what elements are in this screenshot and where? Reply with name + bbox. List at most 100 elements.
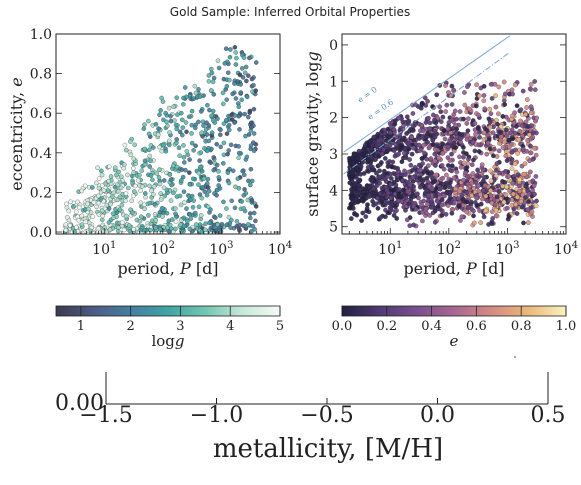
- left-data-point: [189, 140, 195, 146]
- left-data-point: [106, 206, 112, 211]
- left-data-point: [128, 139, 133, 144]
- right-data-point: [451, 88, 457, 94]
- right-data-point: [516, 183, 522, 189]
- right-data-point: [506, 137, 512, 143]
- right-data-point: [418, 167, 424, 173]
- right-data-point: [498, 129, 504, 135]
- right-data-point: [506, 214, 512, 219]
- left-data-point: [63, 227, 69, 233]
- right-data-point: [533, 203, 539, 209]
- right-data-point: [465, 84, 470, 90]
- left-data-point: [108, 174, 114, 179]
- right-data-point: [517, 128, 523, 134]
- metallicity-tick-label: 0.0: [420, 403, 455, 428]
- right-data-point: [462, 102, 468, 108]
- right-data-point: [509, 149, 514, 155]
- right-data-point: [430, 180, 436, 185]
- annotation-e0: e = 0: [356, 85, 379, 105]
- right-data-point: [498, 137, 504, 143]
- right-data-point: [429, 199, 435, 204]
- right-data-point: [528, 143, 533, 149]
- right-data-point: [518, 118, 523, 124]
- right-data-point: [354, 193, 360, 199]
- right-data-point: [388, 124, 394, 130]
- right-data-point: [440, 141, 446, 147]
- left-data-point: [77, 205, 82, 210]
- right-data-point: [493, 104, 499, 110]
- left-data-point: [116, 189, 121, 194]
- right-data-point: [523, 112, 529, 117]
- right-data-point: [471, 157, 476, 163]
- right-data-point: [467, 135, 473, 141]
- left-data-point: [95, 165, 100, 170]
- left-data-point: [244, 78, 249, 84]
- right-data-point: [365, 202, 370, 208]
- left-data-point: [138, 200, 144, 206]
- metallicity-tick-label: −1.0: [190, 403, 243, 428]
- right-data-point: [449, 151, 454, 157]
- left-data-point: [147, 200, 153, 206]
- left-data-point: [115, 197, 120, 203]
- right-data-point: [461, 116, 466, 122]
- right-data-point: [469, 193, 474, 198]
- left-data-point: [230, 168, 236, 174]
- left-data-point: [216, 183, 221, 188]
- right-data-point: [385, 190, 391, 196]
- left-data-point: [234, 219, 240, 224]
- left-data-point: [114, 172, 119, 178]
- right-data-point: [500, 114, 506, 119]
- right-data-point: [449, 83, 455, 89]
- right-data-point: [489, 96, 495, 101]
- right-data-point: [488, 81, 494, 87]
- left-data-point: [218, 127, 223, 132]
- right-data-point: [377, 168, 382, 174]
- right-data-point: [348, 202, 354, 208]
- left-data-point: [194, 222, 199, 227]
- right-data-point: [404, 131, 409, 136]
- x-tick-label: 104: [268, 240, 292, 258]
- right-data-point: [420, 218, 425, 224]
- left-data-point: [101, 229, 106, 234]
- left-plot-frame: [55, 33, 281, 235]
- right-data-point: [461, 145, 466, 150]
- right-data-point: [429, 205, 435, 210]
- right-data-point: [502, 102, 508, 107]
- left-data-point: [199, 168, 205, 174]
- left-data-point: [236, 144, 241, 149]
- metallicity-tick-label: −0.5: [300, 403, 353, 428]
- left-data-point: [96, 185, 102, 191]
- left-panel: 101 102 103 104 0.0 0.2 0.4 0.6 0.8 1.0 period, …: [7, 27, 292, 278]
- right-data-point: [347, 180, 353, 186]
- right-data-point: [512, 130, 518, 136]
- right-data-point: [365, 164, 371, 170]
- left-data-point: [153, 218, 158, 223]
- colorbar-logg-label: logg: [151, 332, 184, 350]
- left-data-point: [233, 184, 238, 190]
- right-data-point: [423, 120, 429, 125]
- left-data-point: [189, 193, 195, 199]
- left-data-point: [161, 117, 166, 123]
- left-data-point: [223, 117, 229, 123]
- right-data-point: [459, 132, 464, 137]
- right-data-point: [474, 82, 479, 88]
- left-data-point: [130, 180, 135, 186]
- left-data-point: [226, 122, 232, 128]
- right-data-point: [392, 153, 398, 159]
- left-data-point: [251, 131, 257, 136]
- right-data-point: [504, 127, 509, 133]
- left-data-point: [141, 202, 147, 208]
- right-data-point: [446, 90, 451, 95]
- left-data-point: [91, 200, 97, 205]
- colorbar-e-label: e: [450, 332, 459, 350]
- right-data-point: [465, 161, 471, 166]
- right-data-point: [437, 186, 443, 192]
- right-data-point: [403, 146, 408, 152]
- left-data-point: [168, 177, 174, 182]
- right-data-point: [514, 103, 520, 109]
- right-data-point: [522, 161, 528, 167]
- right-data-point: [505, 205, 510, 211]
- right-data-point: [427, 126, 433, 132]
- right-data-point: [528, 104, 534, 110]
- right-data-point: [352, 211, 357, 216]
